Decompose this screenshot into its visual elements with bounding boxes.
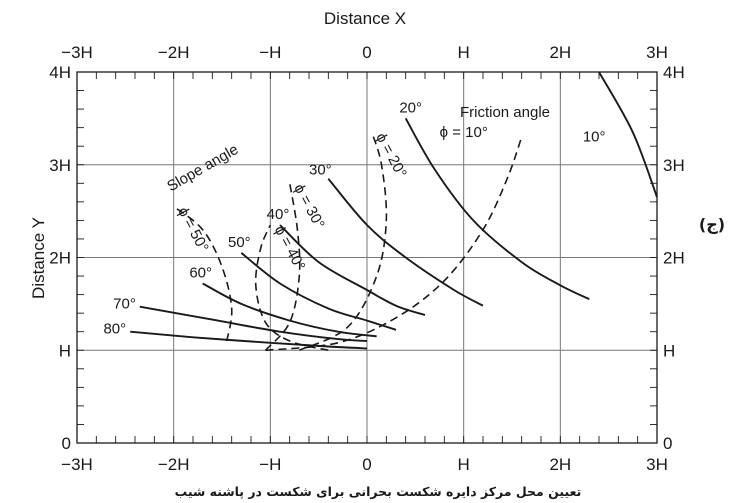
- friction-curve: [264, 183, 301, 351]
- x-tick-label-bottom: −3H: [61, 455, 93, 474]
- x-tick-label-bottom: 2H: [549, 455, 571, 474]
- x-tick-label-bottom: 0: [362, 455, 371, 474]
- y-tick-label-left: 0: [62, 434, 71, 453]
- slope-curve-label: 70°: [113, 296, 136, 313]
- friction-curve: [254, 224, 329, 352]
- slope-curve: [202, 282, 377, 338]
- frame-layer: [76, 71, 658, 444]
- x-tick-label-bottom: −H: [259, 455, 281, 474]
- x-tick-label-top: −H: [259, 43, 281, 62]
- friction-curve-label: ϕ = 10°: [440, 124, 488, 141]
- slope-curve: [279, 224, 426, 316]
- slope-curve-label: 40°: [267, 206, 290, 223]
- slope-curve-label: 50°: [228, 234, 251, 251]
- curve-layer: [130, 71, 658, 352]
- y-tick-label-right: 4H: [663, 63, 685, 82]
- y-axis-title: Distance Y: [29, 217, 48, 299]
- x-tick-label-top: −2H: [158, 43, 190, 62]
- slope-curve-label: 80°: [103, 321, 126, 338]
- x-tick-label-top: −3H: [61, 43, 93, 62]
- x-tick-label-bottom: −2H: [158, 455, 190, 474]
- friction-curve: [265, 136, 523, 352]
- friction-curve-label: ϕ = 50°: [174, 204, 212, 255]
- y-tick-label-right: H: [663, 341, 675, 360]
- x-tick-label-top: 0: [362, 43, 371, 62]
- friction-curve-label: ϕ = 30°: [290, 181, 328, 232]
- slope-curve: [240, 252, 397, 331]
- y-tick-label-left: 4H: [49, 63, 71, 82]
- slope-curve-label: 30°: [309, 162, 332, 179]
- x-tick-label-bottom: 3H: [646, 455, 668, 474]
- slope-curve-label: 20°: [399, 99, 422, 116]
- x-tick-label-top: 3H: [646, 43, 668, 62]
- y-tick-label-left: H: [59, 341, 71, 360]
- slope-curve: [598, 71, 658, 198]
- x-tick-label-bottom: H: [458, 455, 470, 474]
- caption: تعیین محل مرکز دایره شکست بحرانی برای شک…: [175, 484, 582, 499]
- slope-curve: [130, 330, 368, 350]
- y-tick-label-right: 3H: [663, 156, 685, 175]
- y-tick-label-left: 3H: [49, 156, 71, 175]
- y-tick-label-right: 2H: [663, 249, 685, 268]
- x-axis-title-top: Distance X: [324, 9, 406, 28]
- friction-angle-label: Friction angle: [460, 104, 550, 121]
- y-tick-label-left: 2H: [49, 249, 71, 268]
- side-label: (ج): [699, 215, 725, 234]
- friction-curve-label: ϕ = 20°: [372, 130, 410, 181]
- slope-angle-label: Slope angle: [164, 141, 241, 195]
- slope-curve-label: 10°: [583, 129, 606, 146]
- y-tick-label-right: 0: [663, 434, 672, 453]
- x-tick-label-top: 2H: [549, 43, 571, 62]
- slope-curve-label: 60°: [189, 264, 212, 281]
- slope-curve: [327, 178, 484, 307]
- slope-curve: [404, 117, 590, 301]
- x-tick-label-top: H: [458, 43, 470, 62]
- grid-layer: [76, 71, 658, 444]
